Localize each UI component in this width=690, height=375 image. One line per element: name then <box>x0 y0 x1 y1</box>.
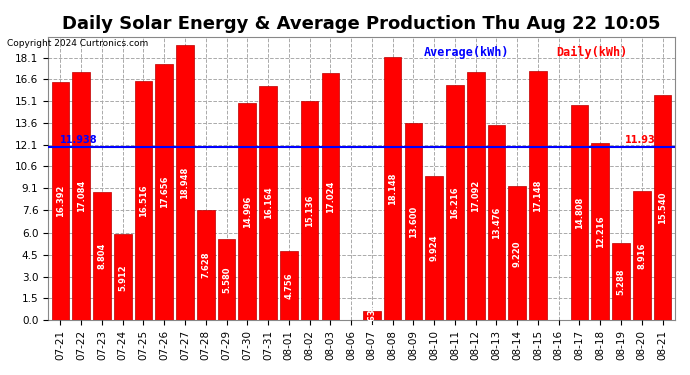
Bar <box>363 311 381 320</box>
Text: 16.216: 16.216 <box>451 186 460 219</box>
Text: 16.516: 16.516 <box>139 184 148 217</box>
Text: 13.600: 13.600 <box>409 206 418 238</box>
Text: 18.148: 18.148 <box>388 172 397 205</box>
Bar <box>633 191 651 320</box>
Text: 17.084: 17.084 <box>77 180 86 212</box>
Text: 14.996: 14.996 <box>243 195 252 228</box>
Text: Copyright 2024 Curtronics.com: Copyright 2024 Curtronics.com <box>7 39 148 48</box>
Text: 11.938: 11.938 <box>61 135 98 145</box>
Bar <box>322 73 339 320</box>
Bar <box>529 72 546 320</box>
Bar <box>135 81 152 320</box>
Bar <box>176 45 194 320</box>
Text: 8.916: 8.916 <box>638 242 647 269</box>
Text: 18.948: 18.948 <box>181 166 190 199</box>
Bar <box>301 100 318 320</box>
Text: 5.580: 5.580 <box>222 267 231 293</box>
Text: 7.628: 7.628 <box>201 252 210 278</box>
Bar <box>653 95 671 320</box>
Bar <box>218 239 235 320</box>
Text: 17.656: 17.656 <box>160 176 169 209</box>
Bar <box>612 243 630 320</box>
Bar <box>114 234 132 320</box>
Bar <box>52 82 69 320</box>
Text: 15.540: 15.540 <box>658 191 667 224</box>
Text: 13.476: 13.476 <box>492 206 501 238</box>
Text: 14.808: 14.808 <box>575 196 584 229</box>
Text: 5.288: 5.288 <box>617 268 626 295</box>
Text: 17.092: 17.092 <box>471 180 480 212</box>
Text: 9.924: 9.924 <box>430 235 439 261</box>
Bar <box>197 210 215 320</box>
Bar <box>404 123 422 320</box>
Text: 0.636: 0.636 <box>367 302 376 329</box>
Text: 16.164: 16.164 <box>264 187 273 219</box>
Text: Daily(kWh): Daily(kWh) <box>556 46 627 59</box>
Bar <box>155 64 173 320</box>
Text: Average(kWh): Average(kWh) <box>424 46 510 59</box>
Bar <box>72 72 90 320</box>
Bar <box>488 125 505 320</box>
Text: 4.756: 4.756 <box>284 272 293 299</box>
Bar <box>591 143 609 320</box>
Bar <box>425 176 443 320</box>
Text: 8.804: 8.804 <box>97 243 106 270</box>
Bar <box>446 85 464 320</box>
Title: Daily Solar Energy & Average Production Thu Aug 22 10:05: Daily Solar Energy & Average Production … <box>62 15 661 33</box>
Text: 5.912: 5.912 <box>118 264 127 291</box>
Bar <box>93 192 111 320</box>
Bar <box>571 105 589 320</box>
Bar <box>239 103 256 320</box>
Bar <box>467 72 484 320</box>
Text: 16.392: 16.392 <box>56 185 65 218</box>
Bar <box>384 57 402 320</box>
Bar <box>280 251 297 320</box>
Bar <box>509 186 526 320</box>
Text: 15.136: 15.136 <box>305 194 314 226</box>
Bar <box>259 86 277 320</box>
Text: 9.220: 9.220 <box>513 240 522 267</box>
Text: 17.148: 17.148 <box>533 180 542 212</box>
Text: 11.938: 11.938 <box>625 135 662 145</box>
Text: 17.024: 17.024 <box>326 180 335 213</box>
Text: 12.216: 12.216 <box>595 215 604 248</box>
